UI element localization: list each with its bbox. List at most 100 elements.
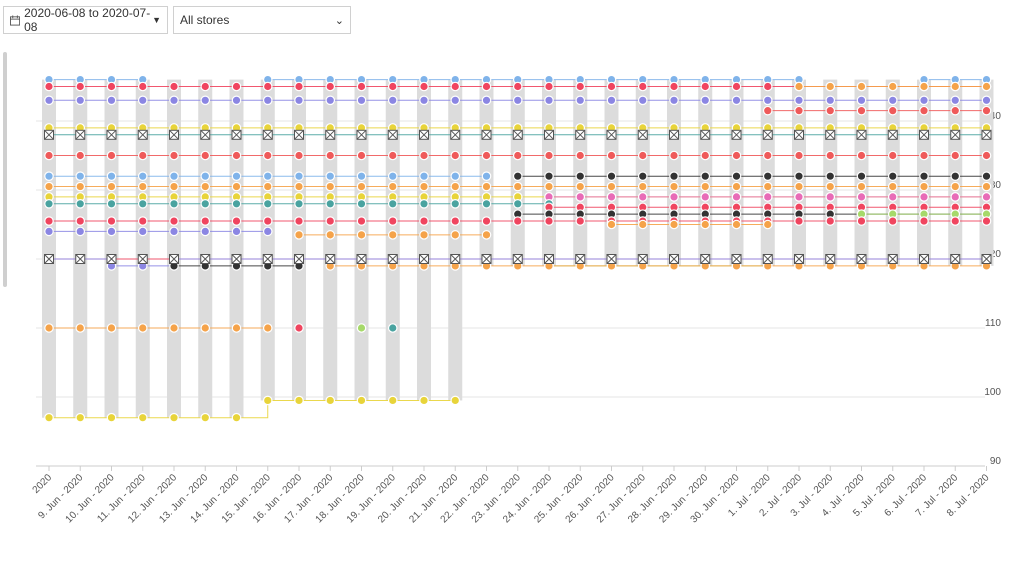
data-point	[919, 95, 929, 106]
data-point	[262, 199, 273, 209]
data-point	[825, 181, 836, 192]
date-range-picker[interactable]: 2020-06-08 to 2020-07-08 ▼	[3, 6, 168, 34]
data-point	[419, 150, 429, 161]
data-point	[106, 323, 117, 333]
crossed-marker-x	[575, 254, 586, 264]
crossed-marker-x	[825, 129, 836, 140]
data-point	[262, 81, 273, 92]
crossed-marker-x	[950, 129, 961, 140]
data-point	[606, 192, 617, 202]
crossed-marker-x	[294, 129, 304, 140]
range-bar	[385, 79, 400, 401]
data-point	[637, 150, 648, 161]
data-point	[512, 81, 523, 92]
range-bar	[448, 79, 463, 401]
data-point	[981, 181, 992, 192]
crossed-marker-x	[262, 254, 273, 264]
crossed-marker-x	[44, 254, 54, 264]
data-point	[137, 181, 148, 192]
data-point	[606, 181, 617, 192]
data-point	[950, 150, 961, 161]
data-point	[950, 216, 961, 226]
crossed-marker-x	[450, 129, 461, 140]
data-point	[325, 150, 336, 161]
crossed-marker-x	[856, 129, 867, 140]
data-point	[75, 181, 86, 192]
data-point	[794, 192, 804, 202]
data-point	[637, 95, 648, 106]
data-point	[200, 181, 211, 192]
crossed-marker-x	[544, 254, 554, 264]
data-point	[544, 81, 554, 92]
data-point	[887, 216, 898, 226]
data-point	[794, 150, 804, 161]
data-point	[356, 199, 367, 209]
data-point	[137, 95, 148, 106]
data-point	[794, 95, 804, 106]
data-point	[481, 199, 492, 209]
crossed-marker-x	[919, 129, 929, 140]
data-point	[419, 81, 429, 92]
data-point	[606, 81, 617, 92]
data-point	[419, 95, 429, 106]
data-point	[575, 150, 586, 161]
data-point	[887, 150, 898, 161]
data-point	[169, 150, 179, 161]
crossed-marker-x	[887, 129, 898, 140]
data-point	[669, 171, 679, 181]
data-point	[825, 105, 836, 116]
data-point	[169, 199, 179, 209]
data-point	[512, 95, 523, 106]
data-point	[700, 150, 711, 161]
data-point	[544, 95, 554, 106]
data-point	[450, 395, 461, 406]
range-bar	[292, 79, 306, 401]
data-point	[231, 171, 242, 181]
data-point	[294, 150, 304, 161]
range-bar	[323, 79, 338, 401]
data-point	[481, 181, 492, 192]
data-point	[137, 323, 148, 333]
vertical-scrollbar[interactable]	[3, 52, 7, 287]
data-point	[700, 219, 711, 230]
data-point	[169, 95, 179, 106]
store-select[interactable]: All stores ⌄	[173, 6, 351, 34]
data-point	[44, 216, 54, 226]
data-point	[669, 192, 679, 202]
crossed-marker-x	[169, 129, 179, 140]
data-point	[887, 105, 898, 116]
data-point	[856, 171, 867, 181]
data-point	[575, 192, 586, 202]
date-range-label: 2020-06-08 to 2020-07-08	[24, 6, 151, 34]
series-line	[49, 399, 456, 419]
data-point	[419, 199, 429, 209]
data-point	[356, 395, 367, 406]
data-point	[575, 95, 586, 106]
data-point	[294, 81, 304, 92]
data-point	[919, 192, 929, 202]
data-point	[981, 171, 992, 181]
data-point	[200, 226, 211, 237]
range-bar	[167, 79, 181, 418]
crossed-marker-x	[544, 129, 554, 140]
data-point	[762, 219, 773, 230]
data-point	[762, 171, 773, 181]
data-point	[75, 412, 86, 423]
data-point	[44, 181, 54, 192]
data-point	[856, 192, 867, 202]
data-point	[200, 216, 211, 226]
data-point	[512, 199, 523, 209]
data-point	[137, 81, 148, 92]
data-point	[106, 199, 117, 209]
data-point	[200, 199, 211, 209]
data-point	[700, 181, 711, 192]
data-point	[44, 171, 54, 181]
data-point	[419, 216, 429, 226]
data-point	[481, 95, 492, 106]
data-point	[75, 323, 86, 333]
data-point	[356, 230, 367, 240]
data-point	[44, 150, 54, 161]
data-point	[950, 181, 961, 192]
data-point	[200, 95, 211, 106]
data-point	[44, 199, 54, 209]
